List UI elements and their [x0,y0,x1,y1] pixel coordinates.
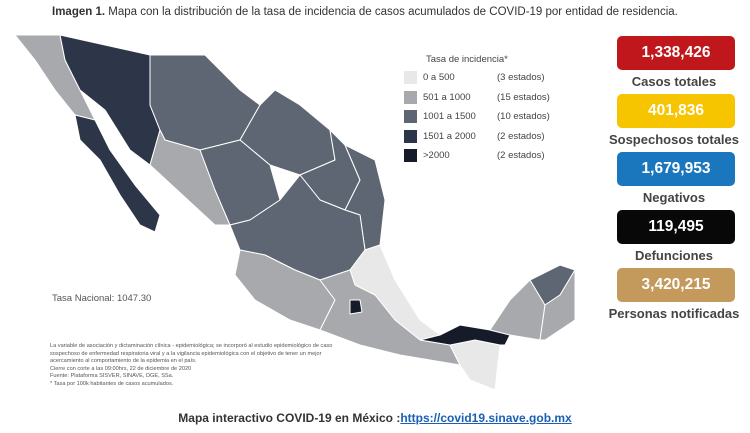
stats: 1,338,426 Casos totales 401,836 Sospechosos… [594,36,750,326]
footer-text: Mapa interactivo COVID-19 en México : [178,411,401,425]
title-text: Mapa con la distribución de la tasa de i… [108,6,678,18]
title: Imagen 1. Mapa con la distribución de la… [52,6,678,18]
note: La variable de asociación y dictaminació… [50,343,333,365]
legend-count: (15 estados) [497,91,550,103]
stat-label: Sospechosos totales [608,132,740,147]
legend-row: 1501 a 2000 (2 estados) [404,127,550,147]
legend-row: 1001 a 1500 (10 estados) [404,107,550,127]
stat-value: 119,495 [617,210,735,244]
legend: Tasa de incidencia* 0 a 500 (3 estados) 50… [404,54,550,166]
stat-value: 3,420,215 [617,268,735,302]
legend-count: (2 estados) [497,130,545,142]
national-rate: Tasa Nacional: 1047.30 [52,293,152,304]
legend-range: 0 a 500 [423,72,455,84]
legend-swatch [404,149,417,163]
note: * Tasa por 100k habitantes de casos acum… [50,380,174,387]
legend-row: 501 a 1000 (15 estados) [404,88,550,108]
footer: Mapa interactivo COVID-19 en México :htt… [0,411,750,425]
legend-range: >2000 [423,150,450,162]
title-label: Imagen 1. [52,6,106,18]
map [14,34,576,391]
stat-label: Casos totales [631,74,717,89]
legend-row: >2000 (2 estados) [404,146,550,166]
legend-range: 501 a 1000 [423,91,471,103]
stat: 401,836 Sospechosos totales [594,94,750,147]
stat-value: 1,338,426 [617,36,735,70]
legend-row: 0 a 500 (3 estados) [404,68,550,88]
stat-label: Personas notificadas [608,306,740,321]
state [419,324,511,346]
state [539,269,576,341]
legend-range: 1001 a 1500 [423,111,476,123]
stat-label: Negativos [642,190,706,205]
stat-value: 401,836 [617,94,735,128]
legend-count: (10 estados) [497,111,550,123]
legend-swatch [404,71,417,85]
note: Fuente: Plataforma SISVER, SINAVE, DGE, … [50,373,174,380]
note: Cierre con corte a las 09:00hrs, 22 de d… [50,365,192,372]
legend-swatch [404,129,417,143]
legend-swatch [404,90,417,104]
legend-count: (3 estados) [497,72,545,84]
stat-value: 1,679,953 [617,152,735,186]
stat: 3,420,215 Personas notificadas [594,268,750,321]
state [349,299,363,315]
legend-count: (2 estados) [497,150,545,162]
stat-label: Defunciones [634,248,713,263]
stat: 119,495 Defunciones [594,210,750,263]
stat: 1,679,953 Negativos [594,152,750,205]
footer-link[interactable]: https://covid19.sinave.gob.mx [400,411,572,425]
legend-title: Tasa de incidencia* [426,54,508,65]
legend-range: 1501 a 2000 [423,130,476,142]
notes: La variable de asociación y dictaminació… [50,343,350,389]
stat: 1,338,426 Casos totales [594,36,750,89]
state [74,114,161,233]
legend-swatch [404,110,417,124]
